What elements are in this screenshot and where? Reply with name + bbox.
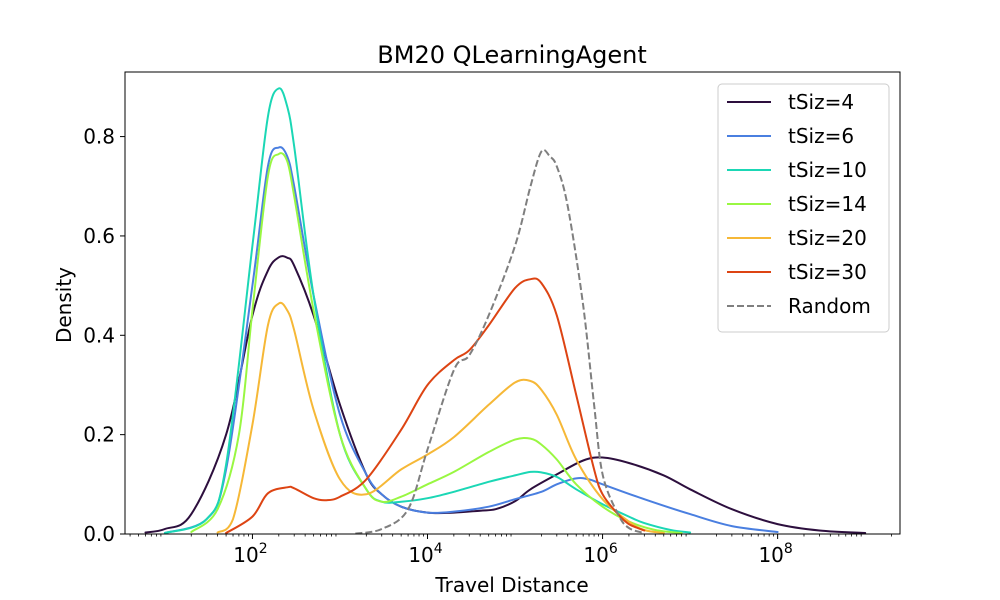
legend-label-tsiz-10: tSiz=10 bbox=[788, 158, 867, 182]
y-axis-label: Density bbox=[52, 267, 76, 343]
legend-label-tsiz-20: tSiz=20 bbox=[788, 226, 867, 250]
plot-area bbox=[144, 87, 867, 535]
series-line-tsiz-30 bbox=[225, 277, 646, 534]
series-line-tsiz-14 bbox=[190, 152, 683, 534]
y-tick-label: 0.0 bbox=[83, 522, 115, 546]
series-line-random bbox=[355, 148, 645, 535]
y-tick-label: 0.4 bbox=[83, 323, 115, 347]
legend-label-random: Random bbox=[788, 294, 871, 318]
plot-frame bbox=[124, 71, 901, 535]
x-tick-label: 102 bbox=[233, 541, 267, 567]
y-tick-label: 0.2 bbox=[83, 423, 115, 447]
y-tick-label: 0.8 bbox=[83, 125, 115, 149]
legend-label-tsiz-6: tSiz=6 bbox=[788, 124, 854, 148]
legend-label-tsiz-14: tSiz=14 bbox=[788, 192, 867, 216]
legend: tSiz=4 tSiz=6 tSiz=10 tSiz=14 tSiz=20 tSiz=30… bbox=[717, 83, 890, 333]
x-axis-label: Travel Distance bbox=[434, 573, 588, 597]
series-line-tsiz-20 bbox=[216, 301, 665, 534]
series-line-tsiz-6 bbox=[163, 146, 779, 534]
x-tick-label: 104 bbox=[408, 541, 442, 567]
legend-box bbox=[717, 83, 890, 333]
series-line-tsiz-10 bbox=[163, 87, 692, 534]
y-tick-label: 0.6 bbox=[83, 224, 115, 248]
x-axis: 102 104 106 108 bbox=[129, 534, 892, 567]
chart-title: BM20 QLearningAgent bbox=[377, 41, 646, 69]
x-tick-label: 106 bbox=[583, 541, 617, 567]
legend-label-tsiz-30: tSiz=30 bbox=[788, 260, 867, 284]
x-tick-label: 108 bbox=[758, 541, 792, 567]
y-axis: 0.0 0.2 0.4 0.6 0.8 bbox=[83, 125, 125, 546]
legend-label-tsiz-4: tSiz=4 bbox=[788, 90, 854, 114]
